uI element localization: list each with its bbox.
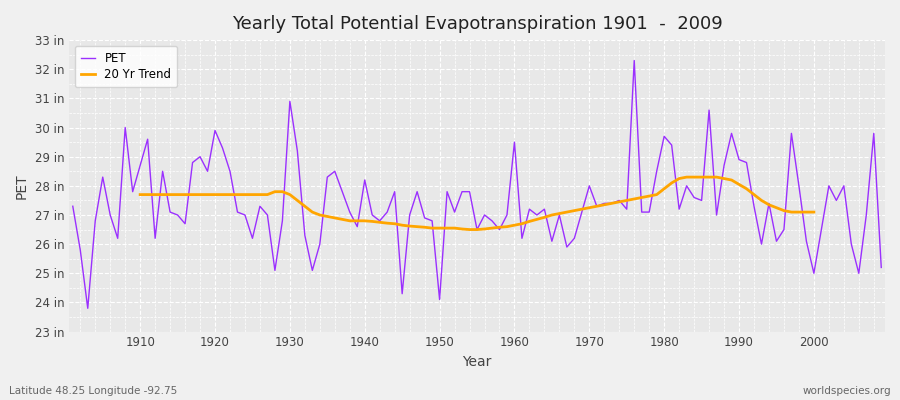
PET: [509, 140, 520, 144]
PET: [345, 210, 356, 214]
20 Yr Trend: [307, 210, 318, 214]
PET: [876, 265, 886, 270]
Title: Yearly Total Potential Evapotranspiration 1901  -  2009: Yearly Total Potential Evapotranspiratio…: [231, 15, 723, 33]
20 Yr Trend: [808, 210, 819, 214]
20 Yr Trend: [217, 192, 228, 197]
X-axis label: Year: Year: [463, 355, 491, 369]
20 Yr Trend: [532, 217, 543, 222]
20 Yr Trend: [801, 210, 812, 214]
Y-axis label: PET: PET: [15, 173, 29, 199]
PET: [607, 201, 617, 206]
Text: worldspecies.org: worldspecies.org: [803, 386, 891, 396]
20 Yr Trend: [292, 198, 302, 203]
PET: [83, 306, 94, 311]
Legend: PET, 20 Yr Trend: PET, 20 Yr Trend: [75, 46, 177, 87]
20 Yr Trend: [719, 176, 730, 181]
PET: [68, 204, 78, 209]
Line: 20 Yr Trend: 20 Yr Trend: [140, 177, 814, 230]
PET: [517, 236, 527, 241]
20 Yr Trend: [135, 192, 146, 197]
20 Yr Trend: [464, 227, 475, 232]
PET: [300, 233, 310, 238]
PET: [135, 163, 146, 168]
20 Yr Trend: [681, 175, 692, 180]
Text: Latitude 48.25 Longitude -92.75: Latitude 48.25 Longitude -92.75: [9, 386, 177, 396]
PET: [629, 58, 640, 63]
Line: PET: PET: [73, 60, 881, 308]
